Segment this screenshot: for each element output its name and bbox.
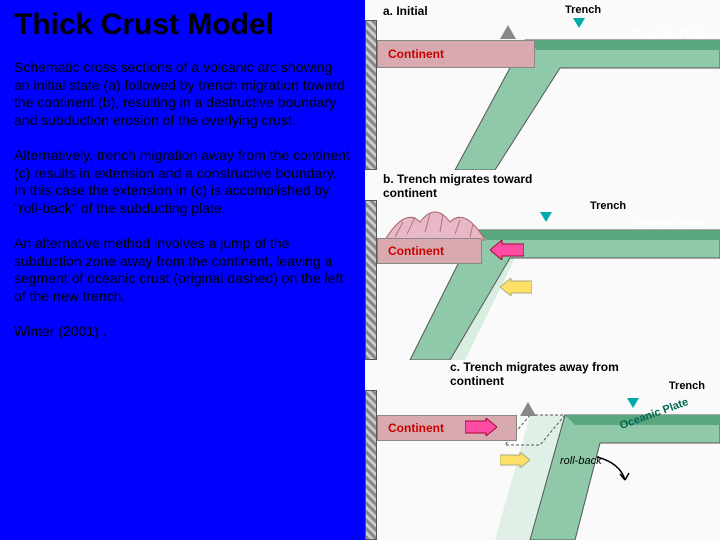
oceanic-a-label: Oceanic Plate — [633, 28, 705, 40]
diagram-b: b. Trench migrates toward continent Cont… — [365, 170, 720, 360]
diagram-c-label: c. Trench migrates away from continent — [450, 360, 630, 388]
trench-c-label: Trench — [669, 380, 705, 392]
slide-title: Thick Crust Model — [14, 8, 351, 41]
continent-b-label: Continent — [388, 244, 444, 258]
diagram-a-label: a. Initial — [383, 4, 428, 18]
continent-a: Continent — [377, 40, 535, 68]
pink-arrow-c — [465, 418, 497, 436]
volcanic-arc-b — [385, 202, 505, 242]
trench-arrow-a — [573, 18, 585, 28]
trench-a-label: Trench — [565, 4, 601, 16]
continent-c-label: Continent — [388, 421, 444, 435]
paragraph-1: Schematic cross sections of a volcanic a… — [14, 59, 351, 129]
trench-arrow-b — [540, 212, 552, 222]
yellow-arrow-b — [500, 278, 532, 296]
volcano-c — [520, 402, 536, 416]
pink-arrow-b — [490, 240, 524, 260]
continent-a-label: Continent — [388, 47, 444, 61]
citation: Winter (2001) . — [14, 323, 351, 341]
diagram-a: a. Initial Continent Oceanic Plate Trenc… — [365, 0, 720, 170]
diagram-c: c. Trench migrates away from continent C… — [365, 360, 720, 540]
text-panel: Thick Crust Model Schematic cross sectio… — [0, 0, 365, 540]
continent-b: Continent — [377, 238, 482, 264]
yellow-arrow-c — [500, 452, 530, 468]
oceanic-b-label: Oceanic Plate — [633, 218, 705, 230]
diagram-b-label: b. Trench migrates toward continent — [383, 172, 533, 200]
diagram-panel: a. Initial Continent Oceanic Plate Trenc… — [365, 0, 720, 540]
trench-b-label: Trench — [590, 200, 626, 212]
rollback-curve — [595, 455, 635, 485]
trench-arrow-c — [627, 398, 639, 408]
volcano-a — [500, 25, 516, 39]
paragraph-2: Alternatively, trench migration away fro… — [14, 147, 351, 217]
paragraph-3: An alternative method involves a jump of… — [14, 235, 351, 305]
